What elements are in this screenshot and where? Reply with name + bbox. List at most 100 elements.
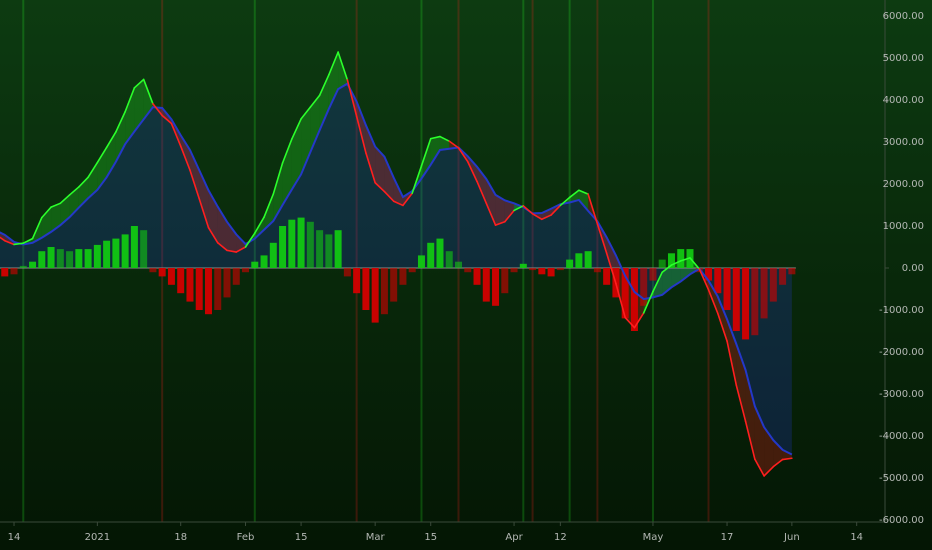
band-fill	[764, 427, 774, 476]
macd-segment	[198, 197, 210, 229]
band-fill	[356, 101, 366, 153]
band-fill	[264, 194, 274, 230]
macd-segment	[152, 102, 163, 117]
band-fill	[495, 194, 505, 226]
macd-segment	[624, 316, 636, 329]
histogram-bar	[390, 268, 398, 302]
histogram-bar	[464, 268, 472, 273]
macd-segment	[661, 264, 673, 274]
macd-segment	[0, 236, 6, 242]
histogram-bar	[56, 249, 64, 268]
histogram-bar	[593, 268, 601, 273]
histogram-bar	[112, 238, 120, 268]
band-fill	[708, 280, 718, 314]
x-tick-label: Apr	[505, 532, 523, 543]
macd-segment	[161, 114, 173, 125]
band-fill	[717, 296, 728, 342]
histogram-bar	[130, 226, 138, 268]
histogram-bar	[677, 249, 685, 268]
macd-segment	[689, 257, 701, 270]
band-fill	[569, 190, 579, 203]
macd-segment	[457, 147, 469, 163]
histogram-bar	[140, 230, 148, 268]
band-fill	[662, 265, 672, 295]
y-tick-label: -1000.00	[879, 305, 924, 316]
macd-segment	[726, 340, 738, 386]
macd-segment	[59, 194, 71, 205]
band-fill	[319, 74, 329, 131]
histogram-bar	[75, 249, 83, 268]
histogram-bar	[10, 268, 18, 275]
band-fill	[115, 111, 126, 162]
histogram-bar	[788, 268, 796, 275]
histogram-bar	[149, 268, 157, 273]
macd-segment	[179, 145, 191, 171]
band-fill	[291, 118, 302, 190]
histogram-bar	[353, 268, 361, 294]
macd-segment	[40, 206, 52, 219]
histogram-bar	[566, 259, 574, 268]
macd-segment	[170, 122, 182, 147]
histogram-bar	[723, 268, 731, 310]
band-fill	[41, 207, 52, 238]
histogram-bar	[288, 219, 296, 268]
histogram-bar	[529, 268, 537, 271]
band-fill	[384, 156, 394, 202]
macd-segment	[550, 204, 562, 216]
macd-segment	[522, 205, 534, 215]
macd-segment	[318, 74, 330, 97]
macd-segment	[494, 221, 506, 226]
macd-segment	[392, 200, 404, 207]
histogram-bar	[769, 268, 777, 302]
macd-segment	[337, 51, 349, 81]
histogram-bar	[538, 268, 546, 275]
band-fill	[88, 162, 98, 199]
x-tick-label: 15	[424, 532, 437, 543]
macd-segment	[272, 162, 284, 195]
macd-segment	[679, 257, 691, 262]
histogram-bar	[658, 259, 666, 268]
macd-segment	[670, 260, 682, 266]
macd-segment	[466, 160, 478, 183]
macd-segment	[439, 135, 451, 142]
macd-segment	[503, 209, 515, 223]
macd-segment	[68, 186, 80, 196]
macd-segment	[568, 189, 580, 199]
histogram-bar	[195, 268, 203, 310]
histogram-bar	[29, 261, 37, 268]
macd-segment	[291, 118, 302, 140]
band-fill	[199, 170, 209, 228]
macd-segment	[355, 115, 367, 154]
macd-segment	[365, 152, 376, 184]
histogram-bar	[362, 268, 370, 310]
histogram-bar	[436, 238, 444, 268]
histogram-bar	[705, 268, 713, 281]
histogram-bar	[603, 268, 611, 285]
band-fill	[421, 138, 431, 179]
x-tick-label: Mar	[366, 532, 386, 543]
signal-area	[0, 83, 792, 455]
band-fill	[782, 449, 792, 460]
macd-segment	[763, 465, 775, 477]
x-tick-label: May	[643, 532, 664, 543]
macd-segment	[578, 189, 589, 195]
histogram-bar	[93, 244, 101, 268]
macd-segment	[383, 190, 395, 203]
macd-segment	[244, 232, 256, 248]
macd-segment	[707, 289, 719, 315]
histogram-bar	[714, 268, 722, 294]
band-fill	[217, 206, 227, 251]
macd-segment	[420, 137, 432, 167]
histogram-bar	[445, 251, 453, 268]
macd-segment	[346, 79, 358, 118]
macd-segment	[142, 78, 154, 105]
histogram-bar	[732, 268, 740, 331]
histogram-bar	[66, 251, 74, 268]
histogram-bar	[121, 234, 129, 268]
macd-segment	[587, 193, 599, 225]
y-tick-label: 1000.00	[883, 221, 924, 232]
histogram-bar	[779, 268, 787, 285]
band-fill	[736, 344, 746, 422]
